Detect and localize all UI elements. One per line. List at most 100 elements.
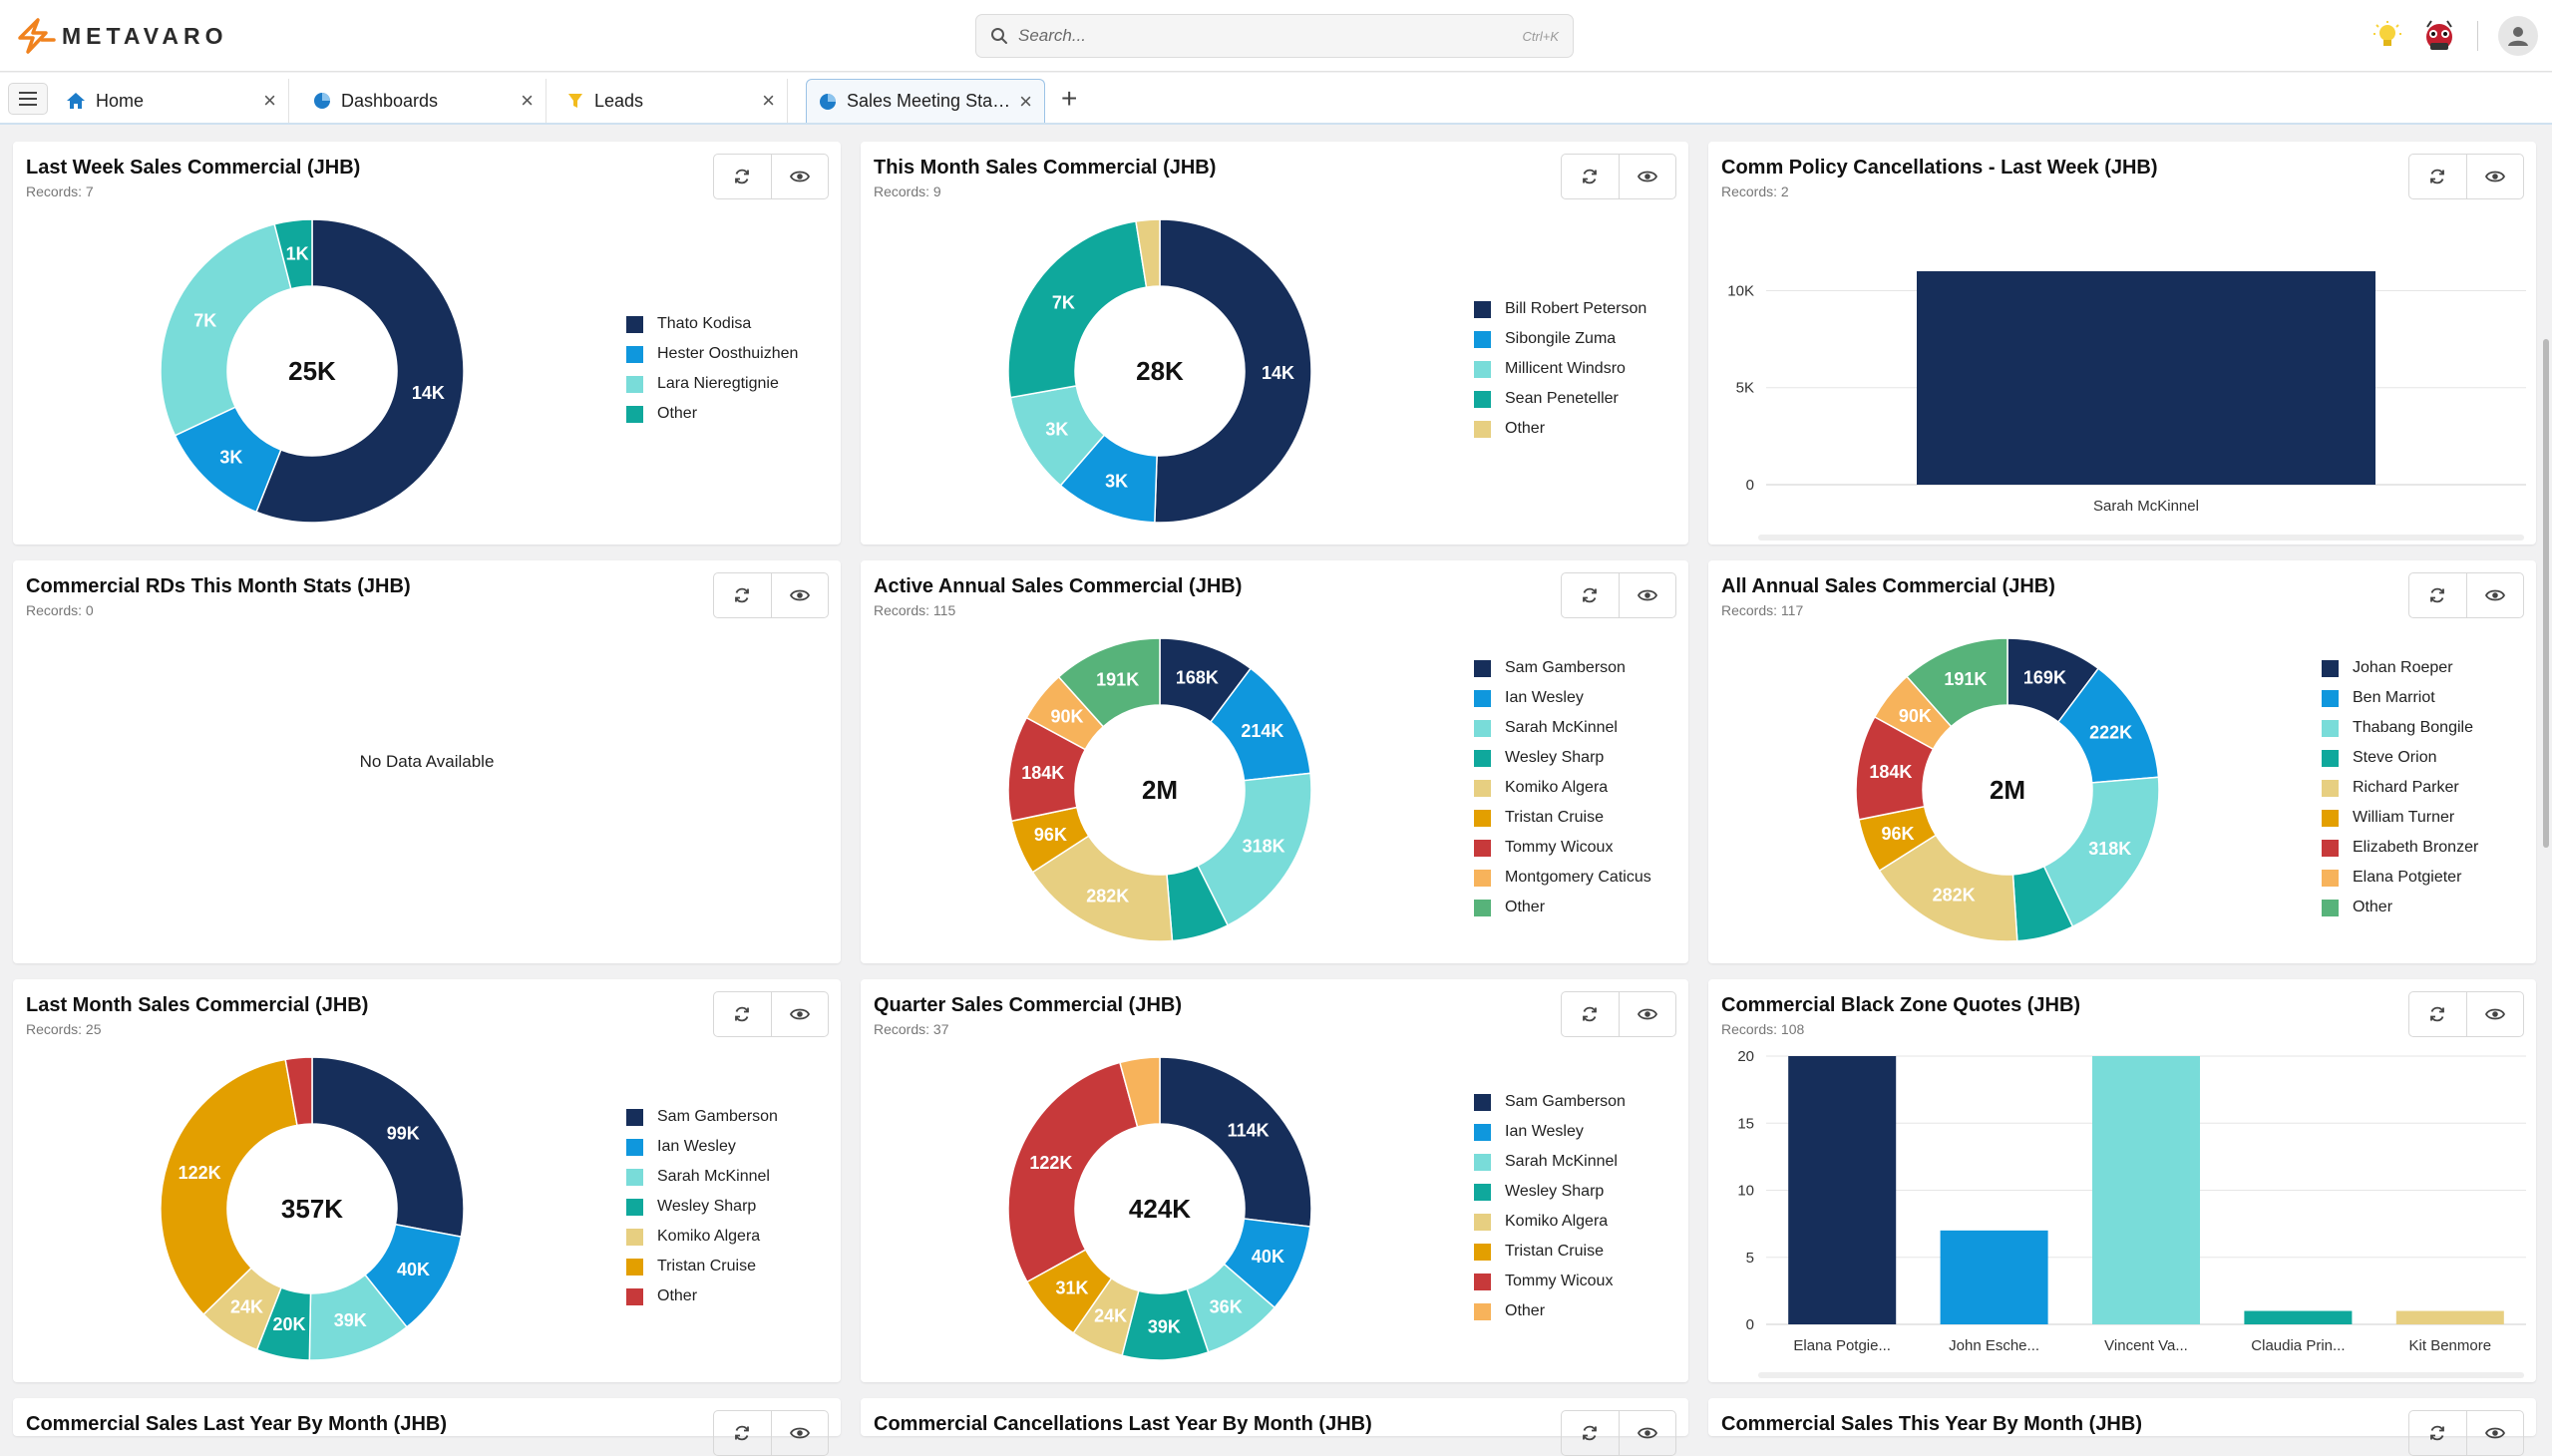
legend-item[interactable]: Sam Gamberson [1474, 653, 1651, 683]
donut-slice[interactable] [160, 1058, 298, 1316]
legend-item[interactable]: Komiko Algera [1474, 773, 1651, 803]
refresh-button[interactable] [714, 1411, 771, 1455]
bar[interactable] [1917, 271, 2375, 485]
legend-item[interactable]: Johan Roeper [2322, 653, 2478, 683]
view-button[interactable] [2465, 1411, 2524, 1455]
legend-item[interactable]: Other [2322, 893, 2478, 922]
legend-item[interactable]: William Turner [2322, 803, 2478, 833]
donut-slice[interactable] [311, 1056, 465, 1239]
legend-item[interactable]: Other [1474, 414, 1646, 444]
bar[interactable] [1940, 1230, 2048, 1324]
view-button[interactable] [1618, 573, 1676, 617]
donut-slice[interactable] [1154, 218, 1312, 524]
chart-scrollbar[interactable] [1758, 535, 2524, 541]
view-button[interactable] [770, 1411, 829, 1455]
view-button[interactable] [1618, 992, 1676, 1036]
view-button[interactable] [770, 573, 829, 617]
page-scrollbar-thumb[interactable] [2543, 339, 2549, 848]
legend-item[interactable]: Sarah McKinnel [626, 1162, 778, 1192]
legend-item[interactable]: Tommy Wicoux [1474, 833, 1651, 863]
view-button[interactable] [1618, 155, 1676, 198]
legend-item[interactable]: Sibongile Zuma [1474, 324, 1646, 354]
legend-item[interactable]: Elizabeth Bronzer [2322, 833, 2478, 863]
legend-item[interactable]: Tristan Cruise [1474, 803, 1651, 833]
view-button[interactable] [770, 155, 829, 198]
bar[interactable] [2244, 1310, 2353, 1324]
legend-item[interactable]: Thato Kodisa [626, 309, 798, 339]
tab-dashboards[interactable]: Dashboards × [301, 79, 547, 123]
refresh-button[interactable] [2409, 992, 2466, 1036]
donut-slice[interactable] [1007, 1061, 1139, 1283]
refresh-button[interactable] [1562, 1411, 1619, 1455]
donut-slice[interactable] [284, 1056, 313, 1127]
legend-item[interactable]: Komiko Algera [1474, 1207, 1626, 1237]
legend-item[interactable]: Elana Potgieter [2322, 863, 2478, 893]
bar[interactable] [2092, 1056, 2200, 1324]
tab-home[interactable]: Home × [54, 79, 289, 123]
refresh-button[interactable] [2409, 155, 2466, 198]
legend-item[interactable]: Hester Oosthuizhen [626, 339, 798, 369]
bar[interactable] [1788, 1056, 1897, 1324]
tab-leads[interactable]: Leads × [554, 79, 788, 123]
donut-slice[interactable] [1119, 1056, 1161, 1128]
notifications-mascot-icon[interactable] [2421, 19, 2457, 53]
legend-item[interactable]: Wesley Sharp [1474, 1177, 1626, 1207]
donut-slice[interactable] [1057, 637, 1161, 728]
view-button[interactable] [770, 992, 829, 1036]
legend-item[interactable]: Sarah McKinnel [1474, 1147, 1626, 1177]
legend-item[interactable]: Bill Robert Peterson [1474, 294, 1646, 324]
legend-item[interactable]: Tristan Cruise [1474, 1237, 1626, 1267]
menu-button[interactable] [8, 83, 48, 115]
refresh-button[interactable] [1562, 155, 1619, 198]
app-logo[interactable]: METAVARO [16, 16, 228, 56]
legend-item[interactable]: Ian Wesley [626, 1132, 778, 1162]
legend-item[interactable]: Montgomery Caticus [1474, 863, 1651, 893]
view-button[interactable] [1618, 1411, 1676, 1455]
refresh-button[interactable] [1562, 992, 1619, 1036]
donut-slice[interactable] [1135, 218, 1161, 288]
lightbulb-icon[interactable] [2373, 21, 2401, 51]
bar[interactable] [2395, 1310, 2504, 1324]
view-button[interactable] [2465, 992, 2524, 1036]
legend-item[interactable]: Lara Nieregtignie [626, 369, 798, 399]
legend-item[interactable]: Millicent Windsro [1474, 354, 1646, 384]
refresh-button[interactable] [1562, 573, 1619, 617]
close-icon[interactable]: × [1019, 88, 1032, 114]
view-button[interactable] [2465, 573, 2524, 617]
refresh-button[interactable] [714, 573, 771, 617]
legend-item[interactable]: Sean Peneteller [1474, 384, 1646, 414]
legend-item[interactable]: Tristan Cruise [626, 1252, 778, 1281]
donut-slice[interactable] [1007, 220, 1148, 399]
legend-item[interactable]: Other [1474, 893, 1651, 922]
legend-item[interactable]: Other [1474, 1296, 1626, 1326]
donut-slice[interactable] [273, 218, 313, 290]
close-icon[interactable]: × [762, 88, 775, 113]
legend-item[interactable]: Wesley Sharp [1474, 743, 1651, 773]
legend-item[interactable]: Other [626, 399, 798, 429]
tab-sales-meeting-stats[interactable]: Sales Meeting Stat... × [806, 79, 1045, 123]
legend-item[interactable]: Ian Wesley [1474, 1117, 1626, 1147]
donut-slice[interactable] [1905, 637, 2008, 728]
legend-item[interactable]: Wesley Sharp [626, 1192, 778, 1222]
user-avatar[interactable] [2498, 16, 2538, 56]
legend-item[interactable]: Ian Wesley [1474, 683, 1651, 713]
legend-item[interactable]: Komiko Algera [626, 1222, 778, 1252]
legend-item[interactable]: Other [626, 1281, 778, 1311]
legend-item[interactable]: Sam Gamberson [1474, 1087, 1626, 1117]
refresh-button[interactable] [714, 992, 771, 1036]
donut-slice[interactable] [160, 222, 292, 437]
search-input[interactable]: Search... Ctrl+K [975, 14, 1574, 58]
legend-item[interactable]: Thabang Bongile [2322, 713, 2478, 743]
legend-item[interactable]: Ben Marriot [2322, 683, 2478, 713]
close-icon[interactable]: × [521, 88, 534, 113]
chart-scrollbar[interactable] [1758, 1372, 2524, 1378]
legend-item[interactable]: Sarah McKinnel [1474, 713, 1651, 743]
legend-item[interactable]: Richard Parker [2322, 773, 2478, 803]
close-icon[interactable]: × [263, 88, 276, 113]
donut-slice[interactable] [255, 218, 465, 524]
legend-item[interactable]: Steve Orion [2322, 743, 2478, 773]
add-tab-button[interactable]: + [1061, 83, 1078, 114]
legend-item[interactable]: Tommy Wicoux [1474, 1267, 1626, 1296]
refresh-button[interactable] [2409, 1411, 2466, 1455]
refresh-button[interactable] [714, 155, 771, 198]
